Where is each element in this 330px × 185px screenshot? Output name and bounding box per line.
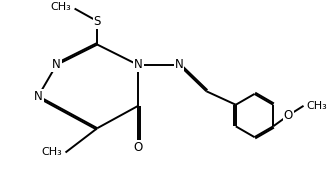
Text: CH₃: CH₃ <box>51 2 72 12</box>
Text: N: N <box>134 58 143 71</box>
Text: N: N <box>34 90 43 103</box>
Text: N: N <box>175 58 183 71</box>
Text: O: O <box>283 109 293 122</box>
Text: CH₃: CH₃ <box>307 101 327 111</box>
Text: N: N <box>52 58 61 71</box>
Text: O: O <box>134 141 143 154</box>
Text: CH₃: CH₃ <box>42 147 62 157</box>
Text: S: S <box>94 15 101 28</box>
